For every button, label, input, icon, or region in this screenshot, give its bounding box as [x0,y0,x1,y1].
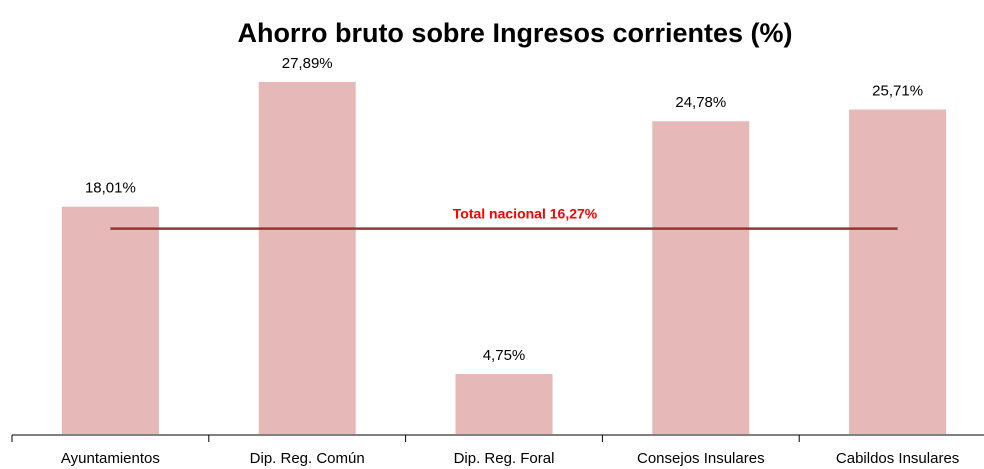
x-tick-label: Dip. Reg. Común [250,450,365,467]
chart-title: Ahorro bruto sobre Ingresos corrientes (… [237,18,792,48]
value-label: 18,01% [85,180,136,197]
value-label: 4,75% [483,347,526,364]
bar [258,82,356,434]
x-tick-label: Ayuntamientos [61,450,160,467]
x-tick-label: Consejos Insulares [637,450,765,467]
reference-label: Total nacional 16,27% [453,205,598,221]
bar [455,374,553,434]
value-label: 25,71% [872,82,923,99]
x-tick-label: Dip. Reg. Foral [454,450,555,467]
value-label: 27,89% [282,55,333,72]
bar [61,206,159,434]
bar [849,109,947,435]
bar [652,121,750,434]
value-label: 24,78% [675,94,726,111]
x-tick-label: Cabildos Insulares [836,450,959,467]
